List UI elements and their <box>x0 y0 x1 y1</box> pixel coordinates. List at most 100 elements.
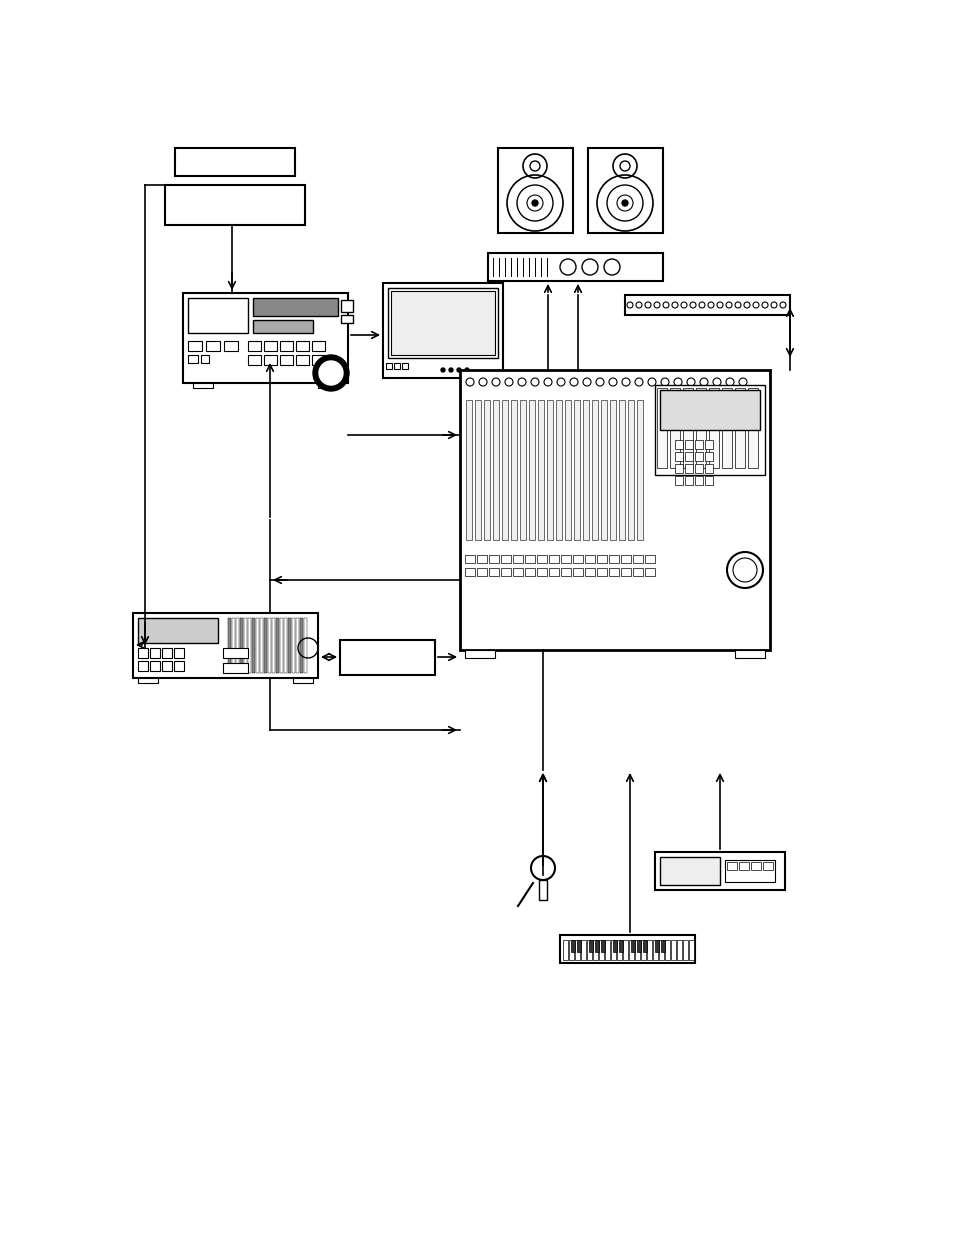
Bar <box>464 555 475 563</box>
Bar <box>644 555 655 563</box>
Bar <box>173 648 184 658</box>
Bar <box>513 555 522 563</box>
Bar <box>592 400 598 540</box>
Bar <box>675 452 682 461</box>
Bar <box>295 341 309 351</box>
Bar <box>669 388 679 468</box>
Bar <box>704 475 712 485</box>
Bar <box>489 555 498 563</box>
Bar <box>465 400 472 540</box>
Bar <box>312 341 325 351</box>
Bar <box>295 618 298 673</box>
Bar <box>138 661 148 671</box>
Bar <box>317 383 337 388</box>
Bar <box>695 440 702 450</box>
Bar <box>476 568 486 576</box>
Bar <box>618 940 622 952</box>
Bar <box>620 555 630 563</box>
Bar <box>642 940 646 952</box>
Bar <box>546 400 553 540</box>
Bar <box>339 640 435 676</box>
Bar <box>682 940 687 960</box>
Bar <box>293 678 313 683</box>
Bar <box>677 940 681 960</box>
Bar <box>299 618 303 673</box>
Bar <box>657 388 666 468</box>
Bar <box>162 661 172 671</box>
Bar <box>340 300 353 312</box>
Bar <box>747 388 758 468</box>
Bar <box>524 555 535 563</box>
Bar <box>633 568 642 576</box>
Bar <box>622 940 627 960</box>
Bar <box>574 400 579 540</box>
Bar <box>253 320 313 333</box>
Bar <box>252 618 254 673</box>
Bar <box>188 341 202 351</box>
Bar <box>188 298 248 333</box>
Bar <box>548 568 558 576</box>
Bar <box>394 363 399 369</box>
Bar <box>280 618 283 673</box>
Bar <box>660 940 664 952</box>
Bar <box>620 568 630 576</box>
Bar <box>573 568 582 576</box>
Bar <box>476 555 486 563</box>
Bar <box>272 618 274 673</box>
Bar <box>513 568 522 576</box>
Bar <box>537 568 546 576</box>
Bar <box>630 940 635 952</box>
Bar <box>721 388 731 468</box>
Bar <box>597 568 606 576</box>
Bar <box>268 618 271 673</box>
Bar <box>244 618 247 673</box>
Bar <box>223 663 248 673</box>
Bar <box>174 148 294 177</box>
Bar <box>150 661 160 671</box>
Bar <box>391 291 495 354</box>
Bar <box>275 618 278 673</box>
Bar <box>459 370 769 650</box>
Bar <box>695 464 702 473</box>
Bar <box>587 148 662 233</box>
Bar <box>386 363 392 369</box>
Bar <box>193 383 213 388</box>
Bar <box>312 354 325 366</box>
Bar <box>593 940 598 960</box>
Bar <box>511 400 517 540</box>
Bar <box>597 555 606 563</box>
Bar <box>608 555 618 563</box>
Bar <box>652 940 658 960</box>
Bar <box>188 354 198 363</box>
Bar <box>224 341 237 351</box>
Bar <box>464 650 495 658</box>
Bar <box>734 388 744 468</box>
Bar <box>655 385 764 475</box>
Bar <box>688 940 693 960</box>
Bar <box>610 940 616 960</box>
Bar <box>628 940 634 960</box>
Bar <box>571 940 575 952</box>
Bar <box>613 940 617 952</box>
Bar <box>340 315 353 324</box>
Bar <box>138 648 148 658</box>
Bar <box>684 452 692 461</box>
Bar <box>646 940 651 960</box>
Bar <box>138 618 218 643</box>
Bar <box>695 475 702 485</box>
Bar <box>548 555 558 563</box>
Bar <box>618 400 624 540</box>
Bar <box>560 568 571 576</box>
Circle shape <box>532 200 537 206</box>
Bar <box>483 400 490 540</box>
Bar <box>493 400 498 540</box>
Bar <box>475 400 480 540</box>
Bar <box>529 400 535 540</box>
Bar <box>580 940 585 960</box>
Bar <box>600 400 606 540</box>
Bar <box>223 648 248 658</box>
Bar <box>559 935 695 963</box>
Bar <box>264 618 267 673</box>
Bar <box>560 555 571 563</box>
Bar <box>501 400 507 540</box>
